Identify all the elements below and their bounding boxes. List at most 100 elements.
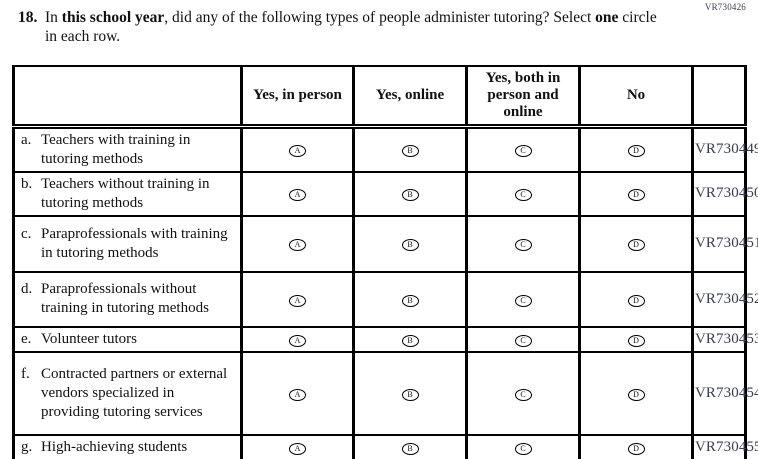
- column-header-yes-online: Yes, online: [352, 65, 468, 129]
- row-letter: a.: [21, 131, 32, 148]
- option-circle-d[interactable]: D: [627, 334, 645, 347]
- table-row-d: d. Paraprofessionals without training in …: [12, 270, 758, 328]
- option-circle-c[interactable]: C: [514, 189, 532, 202]
- table-row-a: a. Teachers with training in tutoring met…: [12, 125, 758, 173]
- table-row-f: f. Contracted partners or external vendor…: [12, 350, 758, 436]
- option-cell-no: D: [578, 433, 694, 459]
- option-cell-yes-online: B: [352, 350, 468, 436]
- row-label-cell: a. Teachers with training in tutoring met…: [12, 125, 243, 173]
- row-tracking-code: VR730453: [691, 325, 758, 353]
- option-circle-c[interactable]: C: [514, 145, 532, 158]
- question-text-bold2: one: [595, 9, 619, 26]
- row-tracking-code: VR730450: [691, 170, 758, 217]
- question-number: 18.: [18, 9, 38, 26]
- row-label-cell: g. High-achieving students: [12, 433, 243, 459]
- column-header-yes-in-person: Yes, in person: [240, 65, 355, 129]
- answer-grid-table: Yes, in person Yes, online Yes, both in …: [12, 65, 758, 459]
- row-tracking-code: VR730452: [691, 270, 758, 328]
- option-cell-yes-both: C: [465, 125, 581, 173]
- row-label-cell: c. Paraprofessionals with training in tut…: [12, 214, 243, 273]
- option-circle-a[interactable]: A: [289, 145, 306, 158]
- row-label: Paraprofessionals without training in tu…: [41, 281, 209, 317]
- question-text-part3: circle in each row.: [45, 9, 657, 46]
- option-circle-b[interactable]: B: [401, 334, 419, 347]
- option-cell-yes-online: B: [352, 270, 468, 328]
- option-circle-b[interactable]: B: [401, 145, 419, 158]
- option-cell-no: D: [578, 214, 694, 273]
- question-text: In this school year, did any of the foll…: [45, 8, 667, 46]
- page-tracking-code: VR730426: [704, 2, 746, 12]
- row-letter: d.: [21, 281, 33, 298]
- option-circle-d[interactable]: D: [627, 388, 645, 401]
- option-circle-d[interactable]: D: [627, 189, 645, 202]
- option-circle-a[interactable]: A: [289, 442, 306, 455]
- header-row: Yes, in person Yes, online Yes, both in …: [12, 65, 747, 129]
- option-cell-yes-online: B: [352, 433, 468, 459]
- row-letter: e.: [21, 330, 32, 347]
- question-text-bold1: this school year: [61, 9, 165, 26]
- table-row-e: e. Volunteer tutors A B C D VR730453: [12, 325, 758, 353]
- option-circle-d[interactable]: D: [627, 239, 645, 252]
- row-label: Teachers with training in tutoring metho…: [41, 131, 191, 167]
- option-circle-a[interactable]: A: [289, 388, 306, 401]
- option-cell-yes-both: C: [465, 350, 581, 436]
- question-block: 18. In this school year, did any of the …: [18, 8, 678, 46]
- option-circle-b[interactable]: B: [401, 442, 419, 455]
- option-cell-no: D: [578, 170, 694, 217]
- option-circle-d[interactable]: D: [627, 294, 645, 307]
- option-circle-c[interactable]: C: [514, 239, 532, 252]
- column-header-yes-both: Yes, both in person and online: [465, 65, 581, 129]
- table-row-g: g. High-achieving students A B C D VR7304…: [12, 433, 758, 459]
- option-circle-c[interactable]: C: [514, 334, 532, 347]
- row-label-cell: d. Paraprofessionals without training in …: [12, 270, 243, 328]
- row-letter: b.: [21, 175, 33, 192]
- row-label: Paraprofessionals with training in tutor…: [41, 225, 228, 261]
- option-cell-yes-in-person: A: [240, 433, 355, 459]
- row-tracking-code: VR730454: [691, 350, 758, 436]
- option-cell-no: D: [578, 125, 694, 173]
- option-circle-a[interactable]: A: [289, 239, 306, 252]
- option-cell-no: D: [578, 350, 694, 436]
- row-letter: c.: [21, 225, 32, 242]
- option-cell-yes-in-person: A: [240, 350, 355, 436]
- column-header-code: [691, 65, 747, 129]
- table-row-b: b. Teachers without training in tutoring …: [12, 170, 758, 217]
- option-cell-no: D: [578, 325, 694, 353]
- option-cell-yes-online: B: [352, 125, 468, 173]
- option-cell-yes-both: C: [465, 325, 581, 353]
- table-row-c: c. Paraprofessionals with training in tut…: [12, 214, 758, 273]
- column-header-no: No: [578, 65, 694, 129]
- option-circle-b[interactable]: B: [401, 294, 419, 307]
- row-label: Volunteer tutors: [41, 330, 137, 347]
- option-circle-b[interactable]: B: [401, 239, 419, 252]
- option-circle-b[interactable]: B: [401, 189, 419, 202]
- option-circle-b[interactable]: B: [401, 388, 419, 401]
- option-cell-yes-both: C: [465, 433, 581, 459]
- option-cell-yes-online: B: [352, 170, 468, 217]
- option-cell-yes-both: C: [465, 270, 581, 328]
- option-circle-a[interactable]: A: [289, 294, 306, 307]
- option-cell-yes-online: B: [352, 325, 468, 353]
- row-label-cell: e. Volunteer tutors: [12, 325, 243, 353]
- option-circle-c[interactable]: C: [514, 388, 532, 401]
- row-tracking-code: VR730455: [691, 433, 758, 459]
- option-circle-d[interactable]: D: [627, 145, 645, 158]
- row-label: Teachers without training in tutoring me…: [41, 175, 210, 211]
- option-cell-yes-in-person: A: [240, 125, 355, 173]
- column-header-blank: [12, 65, 243, 129]
- row-label: Contracted partners or external vendors …: [41, 365, 228, 420]
- question-text-part1: In: [45, 9, 62, 26]
- option-circle-a[interactable]: A: [289, 189, 306, 202]
- row-letter: f.: [21, 365, 30, 382]
- option-cell-yes-in-person: A: [240, 214, 355, 273]
- option-cell-yes-both: C: [465, 214, 581, 273]
- option-circle-c[interactable]: C: [514, 442, 532, 455]
- row-tracking-code: VR730449: [691, 125, 758, 173]
- option-cell-no: D: [578, 270, 694, 328]
- row-label-cell: b. Teachers without training in tutoring …: [12, 170, 243, 217]
- option-circle-a[interactable]: A: [289, 334, 306, 347]
- row-letter: g.: [21, 438, 33, 455]
- option-circle-c[interactable]: C: [514, 294, 532, 307]
- option-circle-d[interactable]: D: [627, 442, 645, 455]
